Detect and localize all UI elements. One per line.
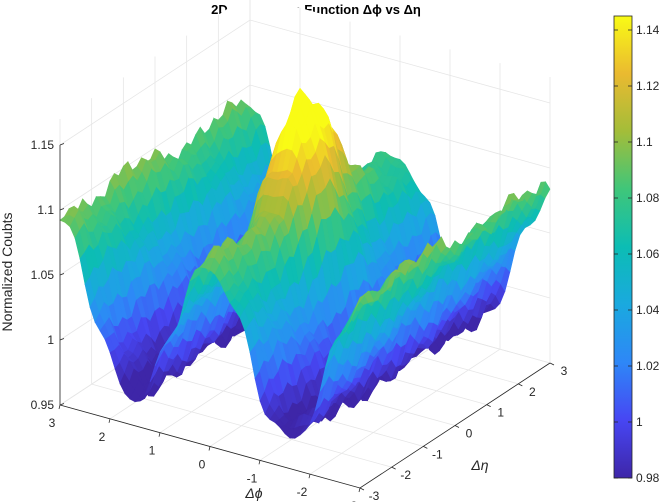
x-tick-mark (258, 460, 261, 465)
colorbar-rect (613, 15, 633, 479)
colorbar-tick-label: 1.14 (636, 23, 660, 37)
y-tick-label: 0 (466, 427, 473, 441)
colorbar-tick-label: 1.06 (636, 247, 660, 261)
z-tick-label: 0.95 (31, 398, 55, 412)
y-tick-label: -2 (400, 468, 411, 482)
x-tick-mark (308, 474, 311, 479)
z-tick-mark (59, 403, 65, 406)
y-tick-mark (423, 445, 428, 449)
x-tick-label: 2 (99, 430, 106, 444)
x-tick-mark (208, 446, 211, 451)
surface-patch (354, 294, 365, 309)
z-tick-label: 1.1 (37, 203, 54, 217)
colorbar-tick-label: 1.08 (636, 191, 660, 205)
z-tick-mark (59, 273, 65, 276)
z-tick-mark (59, 208, 65, 211)
x-tick-label: 0 (199, 458, 206, 472)
colorbar: 0.98 1 1.02 1.04 1.06 1.08 1.1 1.12 1.14 (613, 15, 660, 485)
x-tick-label: -1 (247, 471, 258, 485)
y-tick-label: 2 (529, 385, 536, 399)
x-tick-mark (158, 432, 161, 437)
x-tick-label: -2 (297, 485, 308, 499)
x-tick-mark (358, 487, 361, 493)
z-axis-label: Normalized Coubts (0, 212, 15, 331)
colorbar-tick-label: 0.98 (636, 471, 660, 485)
y-tick-mark (391, 466, 396, 470)
colorbar-tick-label: 1.02 (636, 359, 660, 373)
z-tick-label: 1.15 (31, 138, 55, 152)
y-tick-label: -1 (432, 447, 443, 461)
x-tick-label: -3 (347, 499, 358, 502)
z-tick-mark (59, 338, 65, 341)
surface-mesh (59, 87, 551, 439)
y-tick-label: -3 (369, 489, 380, 502)
z-tick-mark (59, 143, 65, 146)
colorbar-tick-label: 1.04 (636, 303, 660, 317)
x-tick-label: 3 (49, 416, 56, 430)
x-tick-label: 1 (149, 444, 156, 458)
y-tick-label: 3 (561, 364, 568, 378)
x-tick-mark (58, 404, 61, 410)
z-tick-label: 1.05 (31, 268, 55, 282)
y-tick-mark (486, 404, 491, 408)
y-tick-mark (359, 487, 365, 491)
axis-ticks: 0.95 1 1.05 1.1 1.15 3 2 1 0 -1 -2 -3 -3 -2 -1 0 1 2 3 (31, 138, 568, 502)
y-tick-mark (518, 383, 523, 387)
colorbar-tick-label: 1.12 (636, 79, 660, 93)
colorbar-ticks: 0.98 1 1.02 1.04 1.06 1.08 1.1 1.12 1.14 (614, 23, 660, 485)
colorbar-tick-label: 1.1 (636, 135, 653, 149)
colorbar-tick-label: 1 (636, 415, 643, 429)
y-tick-mark (549, 362, 555, 366)
x-axis-label: Δϕ (244, 485, 262, 501)
y-axis-label: Δη (470, 457, 488, 473)
y-tick-label: 1 (497, 406, 504, 420)
z-tick-label: 1 (47, 333, 54, 347)
y-tick-mark (454, 425, 460, 428)
x-tick-mark (108, 418, 111, 423)
